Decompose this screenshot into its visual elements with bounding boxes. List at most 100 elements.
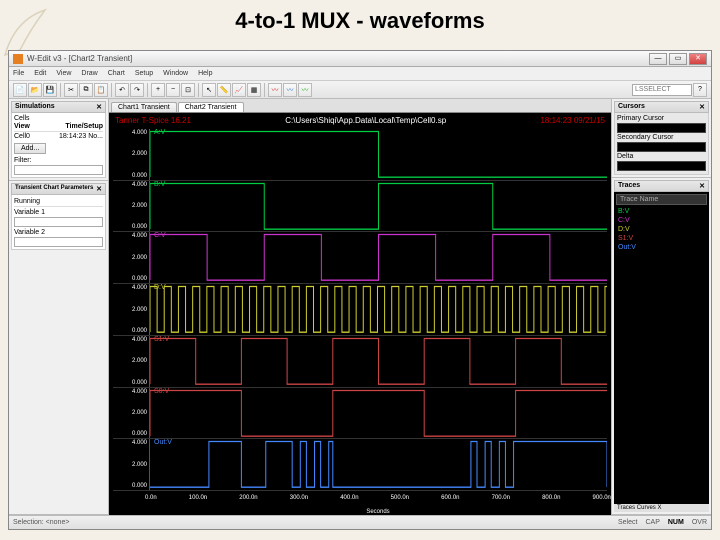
- menu-file[interactable]: File: [13, 70, 24, 77]
- wave-label: Out:V: [152, 439, 174, 446]
- y-tick: 0.000: [115, 173, 147, 179]
- simulations-panel: Simulations✕ Cells View Time/Setup Cell0…: [9, 99, 108, 181]
- new-icon[interactable]: 📄: [13, 83, 27, 97]
- primary-cursor-label: Primary Cursor: [617, 115, 706, 122]
- cursor-icon[interactable]: ↖: [202, 83, 216, 97]
- tanner-label: Tanner T-Spice 16.21: [115, 116, 191, 125]
- status-num: NUM: [668, 519, 684, 526]
- y-tick: 4.000: [115, 337, 147, 343]
- menu-edit[interactable]: Edit: [34, 70, 46, 77]
- wave-tool3-icon[interactable]: 〰: [298, 83, 312, 97]
- grid-icon[interactable]: ▦: [247, 83, 261, 97]
- var2-select[interactable]: [14, 237, 103, 247]
- minimize-button[interactable]: —: [649, 53, 667, 65]
- panel-close-icon[interactable]: ✕: [699, 103, 705, 111]
- paste-icon[interactable]: 📋: [94, 83, 108, 97]
- menu-draw[interactable]: Draw: [81, 70, 97, 77]
- filter-label: Filter:: [14, 157, 32, 164]
- x-tick: 600.0n: [441, 495, 459, 513]
- params-panel: Transient Chart Parameters✕ Running Vari…: [9, 181, 108, 515]
- trace-item[interactable]: C:V: [616, 216, 707, 225]
- open-icon[interactable]: 📂: [28, 83, 42, 97]
- wave-label: A:V: [152, 129, 167, 136]
- trace-header: Trace Name: [616, 194, 707, 205]
- time-col: Time/Setup: [65, 123, 103, 130]
- traces-footer-tabs[interactable]: Traces Curves X: [614, 504, 709, 512]
- titlebar: W-Edit v3 - [Chart2 Transient] — ▭ ✕: [9, 51, 711, 67]
- menu-setup[interactable]: Setup: [135, 70, 153, 77]
- filter-select[interactable]: [14, 165, 103, 175]
- maximize-button[interactable]: ▭: [669, 53, 687, 65]
- y-tick: 4.000: [115, 285, 147, 291]
- x-tick: 100.0n: [189, 495, 207, 513]
- add-button[interactable]: Add...: [14, 143, 46, 154]
- zoom-in-icon[interactable]: +: [151, 83, 165, 97]
- secondary-cursor-field[interactable]: [617, 142, 706, 152]
- tab-chart1-transient[interactable]: Chart1 Transient: [111, 102, 177, 112]
- traces-panel: Traces✕ Trace Name B:VC:VD:VS1:VOut:V Tr…: [612, 178, 711, 515]
- save-icon[interactable]: 💾: [43, 83, 57, 97]
- search-input[interactable]: [632, 84, 692, 96]
- help-icon[interactable]: ?: [693, 83, 707, 97]
- wave-row-dv[interactable]: 4.0002.0000.000D:V: [113, 284, 607, 336]
- copy-icon[interactable]: ⧉: [79, 83, 93, 97]
- wave-row-av[interactable]: 4.0002.0000.000A:V: [113, 129, 607, 181]
- delta-label: Delta: [617, 153, 706, 160]
- wave-row-s1v[interactable]: 4.000 2.000 0.000 S1:V: [113, 336, 607, 388]
- cells-label: Cells: [14, 115, 30, 122]
- measure-icon[interactable]: 📏: [217, 83, 231, 97]
- wave-tool2-icon[interactable]: 〰: [283, 83, 297, 97]
- y-tick: 4.000: [115, 389, 147, 395]
- wave-label: C:V: [152, 232, 168, 239]
- redo-icon[interactable]: ↷: [130, 83, 144, 97]
- x-tick: 500.0n: [391, 495, 409, 513]
- y-tick: 2.000: [115, 358, 147, 364]
- trace-item[interactable]: B:V: [616, 207, 707, 216]
- waveforms[interactable]: 4.0002.0000.000A:V4.0002.0000.000B:V4.00…: [109, 127, 611, 493]
- wave-row-bv[interactable]: 4.0002.0000.000B:V: [113, 181, 607, 233]
- app-window: W-Edit v3 - [Chart2 Transient] — ▭ ✕ Fil…: [8, 50, 712, 530]
- trace-item[interactable]: Out:V: [616, 243, 707, 252]
- trace-item[interactable]: S1:V: [616, 234, 707, 243]
- right-sidebar: Cursors✕ Primary Cursor Secondary Cursor…: [611, 99, 711, 515]
- panel-close-icon[interactable]: ✕: [96, 103, 102, 111]
- y-tick: 2.000: [115, 410, 147, 416]
- tab-chart2-transient[interactable]: Chart2 Transient: [178, 102, 244, 112]
- wave-tool-icon[interactable]: 〰: [268, 83, 282, 97]
- x-tick: 400.0n: [340, 495, 358, 513]
- wave-row-s0v[interactable]: 4.0002.0000.000S0:V: [113, 388, 607, 440]
- panel-close-icon[interactable]: ✕: [699, 182, 705, 190]
- menu-chart[interactable]: Chart: [108, 70, 125, 77]
- var2-label: Variable 2: [14, 229, 45, 236]
- timestamp: 18:14:23 09/21/15: [540, 116, 605, 125]
- y-tick: 2.000: [115, 255, 147, 261]
- menu-window[interactable]: Window: [163, 70, 188, 77]
- cell-row[interactable]: Cell0 18:14:23 No...: [14, 132, 103, 141]
- var1-select[interactable]: [14, 217, 103, 227]
- chart-icon[interactable]: 📈: [232, 83, 246, 97]
- y-tick: 0.000: [115, 483, 147, 489]
- traces-list: Trace Name B:VC:VD:VS1:VOut:V: [614, 192, 709, 504]
- wave-row-outv[interactable]: 4.0002.0000.000Out:V: [113, 439, 607, 491]
- simulations-panel-title: Simulations✕: [11, 101, 106, 113]
- zoom-out-icon[interactable]: −: [166, 83, 180, 97]
- y-tick: 0.000: [115, 380, 147, 386]
- var1-label: Variable 1: [14, 209, 45, 216]
- panel-close-icon[interactable]: ✕: [96, 185, 102, 193]
- x-axis-label: Seconds: [366, 509, 389, 515]
- statusbar: Selection: <none> Select CAP NUM OVR: [9, 515, 711, 529]
- close-button[interactable]: ✕: [689, 53, 707, 65]
- zoom-fit-icon[interactable]: ⊡: [181, 83, 195, 97]
- y-tick: 4.000: [115, 182, 147, 188]
- wave-label: S1:V: [152, 336, 171, 343]
- menu-help[interactable]: Help: [198, 70, 212, 77]
- wave-row-cv[interactable]: 4.0002.0000.000C:V: [113, 232, 607, 284]
- cut-icon[interactable]: ✂: [64, 83, 78, 97]
- undo-icon[interactable]: ↶: [115, 83, 129, 97]
- trace-item[interactable]: D:V: [616, 225, 707, 234]
- primary-cursor-field[interactable]: [617, 123, 706, 133]
- window-title: W-Edit v3 - [Chart2 Transient]: [27, 54, 649, 63]
- wave-label: S0:V: [152, 388, 171, 395]
- status-cap: CAP: [645, 519, 659, 526]
- menu-view[interactable]: View: [56, 70, 71, 77]
